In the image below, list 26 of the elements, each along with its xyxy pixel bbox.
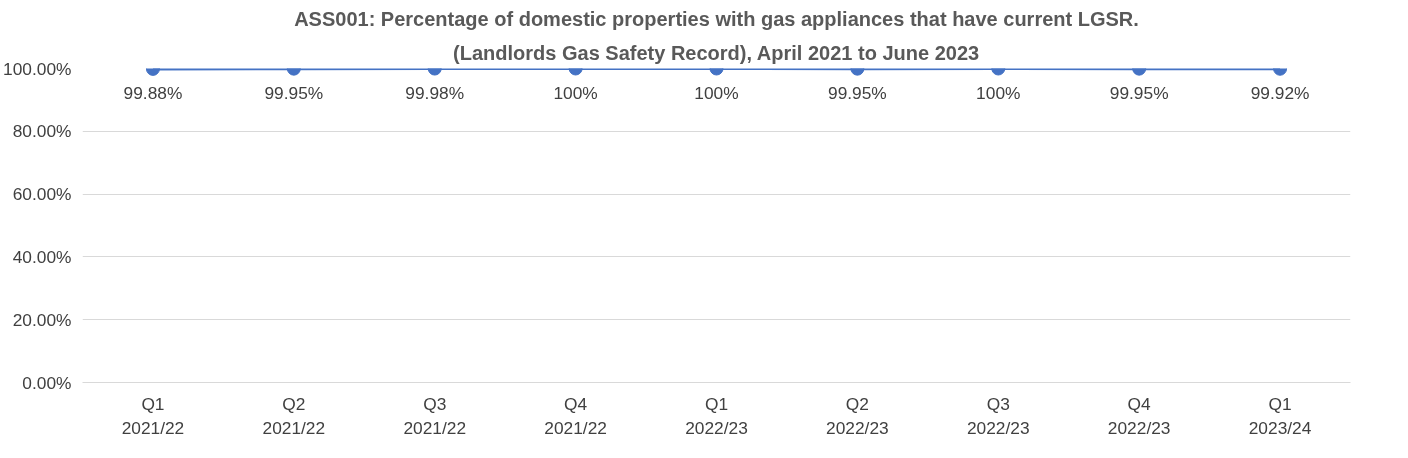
x-tick-label: Q4 2022/23 <box>1107 393 1171 438</box>
data-label: 99.95% <box>828 82 887 103</box>
x-tick-label: Q1 2021/22 <box>121 393 185 438</box>
x-tick-label: Q4 2021/22 <box>544 393 607 438</box>
y-tick-label: 100.00% <box>3 58 72 79</box>
x-tick-label: Q2 2022/23 <box>826 393 889 438</box>
data-label: 100% <box>976 82 1021 103</box>
chart-title: ASS001: Percentage of domestic properties with gas appliances that have current LGSR. <box>294 7 1139 30</box>
data-label: 99.92% <box>1250 82 1310 103</box>
data-label: 99.98% <box>405 82 465 103</box>
x-tick-label: Q1 2023/24 <box>1248 393 1312 438</box>
x-tick-label: Q3 2021/22 <box>403 393 467 438</box>
x-tick-label: Q2 2021/22 <box>262 393 326 438</box>
y-tick-label: 0.00% <box>22 372 72 393</box>
y-tick-label: 20.00% <box>12 309 72 330</box>
y-tick-label: 60.00% <box>12 184 72 205</box>
chart-subtitle: (Landlords Gas Safety Record), April 2021 to June 2023 <box>453 41 980 64</box>
y-tick-label: 80.00% <box>12 121 72 142</box>
data-label: 99.95% <box>264 82 324 103</box>
y-tick-label: 40.00% <box>12 246 72 267</box>
data-label: 100% <box>694 82 739 103</box>
data-label: 100% <box>553 82 598 103</box>
data-label: 99.88% <box>123 82 183 103</box>
x-tick-label: Q3 2022/23 <box>966 393 1030 438</box>
x-tick-label: Q1 2022/23 <box>685 393 748 438</box>
data-label: 99.95% <box>1109 82 1169 103</box>
